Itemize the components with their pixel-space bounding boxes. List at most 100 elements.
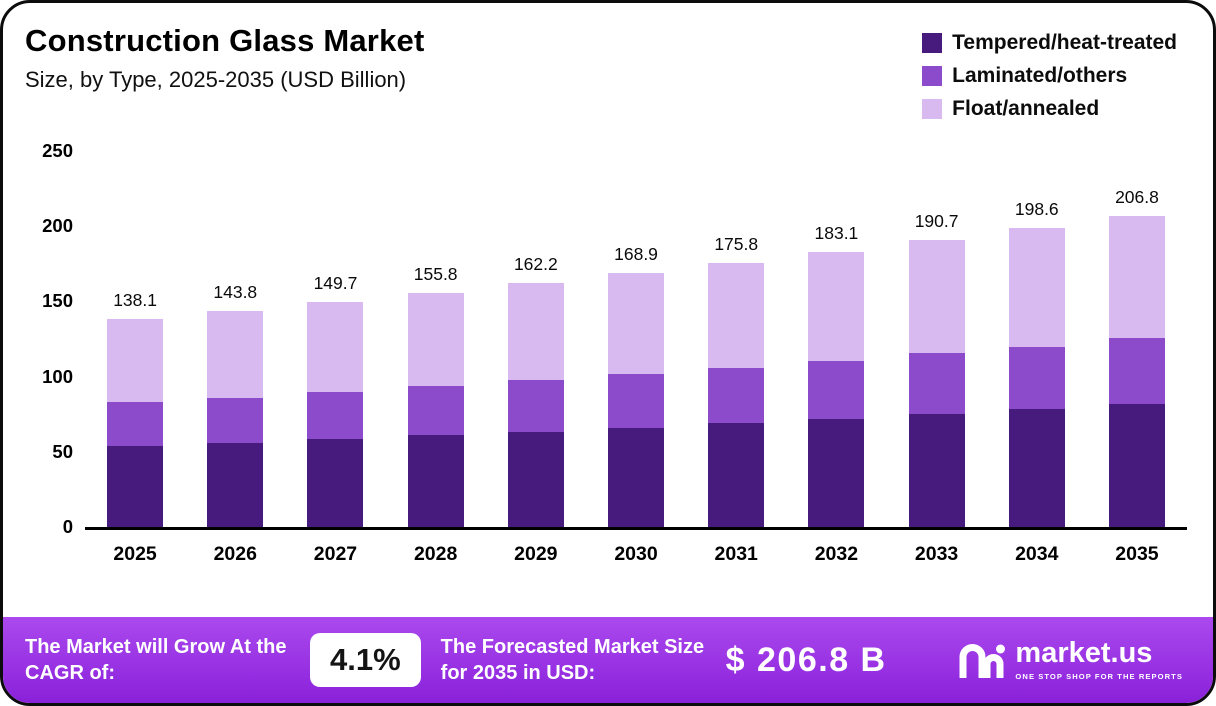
segment-tempered-heat-treated [107,445,164,527]
stacked-bar [307,301,364,527]
bar-total-label: 155.8 [413,263,458,284]
stacked-bar [608,273,665,527]
x-axis-label: 2025 [113,543,157,565]
bar-column: 206.8 [1087,187,1187,527]
segment-tempered-heat-treated [507,431,564,527]
segment-float-annealed [207,310,264,398]
x-axis-labels: 2025 2026 2027 2028 2029 2030 2031 2032 2033 2034… [3,530,1213,566]
x-axis-label: 2032 [814,543,859,565]
x-axis-label: 2029 [514,543,558,565]
bar-total-label: 198.6 [1014,199,1059,220]
page-title: Construction Glass Market [25,23,425,58]
bar-column: 162.2 [486,254,586,527]
segment-tempered-heat-treated [908,414,965,527]
legend-swatch [922,66,943,86]
stacked-bar [708,262,765,527]
segment-tempered-heat-treated [708,423,765,527]
bar-total-label: 168.9 [614,244,658,265]
y-axis-tick: 50 [52,440,73,462]
segment-tempered-heat-treated [1108,403,1165,527]
stacked-bar-chart: 0 50 100 150 200 250 138.1 143.8 149.7 155.8 162.… [3,121,1213,537]
bar-column: 183.1 [786,223,886,527]
bar-total-label: 206.8 [1115,187,1159,208]
forecast-value: $ 206.8 B [725,640,887,679]
bar-total-label: 149.7 [313,272,358,293]
segment-float-annealed [307,301,364,392]
brand-logo: market.us ONE STOP SHOP FOR THE REPORTS [959,639,1183,681]
segment-float-annealed [608,273,665,374]
stacked-bar [1008,228,1065,527]
x-axis-label: 2026 [213,543,257,565]
segment-float-annealed [107,319,164,403]
bar-column: 138.1 [85,290,185,527]
title-block: Construction Glass Market Size, by Type,… [25,23,424,93]
bar-column: 168.9 [586,244,686,527]
forecast-label: The Forecasted Market Size for 2035 in U… [440,636,705,684]
bar-column: 155.8 [386,264,486,527]
legend-swatch [922,99,943,119]
legend-label: Laminated/others [952,64,1128,87]
y-axis-tick: 0 [62,516,73,537]
x-axis-label: 2028 [413,543,458,565]
stacked-bar [207,310,264,527]
segment-float-annealed [407,292,464,386]
segment-tempered-heat-treated [1008,408,1065,527]
y-axis-tick: 100 [42,365,73,387]
marketus-logo-icon [959,644,1006,678]
segment-float-annealed [808,251,865,361]
segment-tempered-heat-treated [307,439,364,527]
bar-total-label: 175.8 [714,233,759,254]
bar-column: 175.8 [686,234,786,527]
segment-float-annealed [1008,228,1065,347]
legend-label: Tempered/heat-treated [952,31,1177,54]
cagr-value-pill: 4.1% [310,633,421,687]
plot-area: 138.1 143.8 149.7 155.8 162.2 168.9 175.8 183.1… [85,154,1187,530]
segment-tempered-heat-treated [207,442,264,527]
segment-float-annealed [908,240,965,354]
x-axis-label: 2030 [614,543,658,565]
bar-column: 143.8 [185,282,285,527]
legend-swatch [922,33,943,53]
segment-tempered-heat-treated [407,435,464,527]
bar-column: 190.7 [887,211,987,527]
brand-text: market.us ONE STOP SHOP FOR THE REPORTS [1015,639,1183,682]
stacked-bar [1108,216,1165,527]
segment-laminated-others [908,353,965,415]
x-axis-label: 2035 [1115,543,1159,565]
brand-tagline: ONE STOP SHOP FOR THE REPORTS [1015,672,1183,681]
stacked-bar [107,319,164,527]
segment-laminated-others [1108,337,1165,404]
segment-laminated-others [307,391,364,439]
legend-item: Tempered/heat-treated [922,31,1177,55]
chart-legend: Tempered/heat-treated Laminated/others Flo… [922,23,1177,121]
legend-item: Laminated/others [922,64,1177,88]
bar-column: 149.7 [285,273,385,527]
header: Construction Glass Market Size, by Type,… [3,3,1213,121]
segment-laminated-others [107,402,164,446]
y-axis-tick: 250 [42,140,73,161]
bar-total-label: 183.1 [814,222,859,243]
segment-tempered-heat-treated [808,418,865,527]
bar-total-label: 162.2 [513,254,558,275]
x-axis-label: 2027 [313,543,358,565]
bar-column: 198.6 [987,199,1087,527]
bar-total-label: 190.7 [914,211,959,232]
y-axis: 0 50 100 150 200 250 [19,140,85,537]
x-axis-label: 2031 [714,543,758,565]
segment-laminated-others [507,379,564,432]
stacked-bar [407,292,464,527]
segment-float-annealed [708,262,765,368]
bar-total-label: 138.1 [113,290,157,311]
x-axis-label: 2034 [1015,543,1059,565]
stacked-bar [507,283,564,527]
x-axis-label: 2033 [914,543,959,565]
bar-total-label: 143.8 [213,281,258,302]
y-axis-tick: 200 [42,215,73,237]
segment-laminated-others [407,385,464,436]
stacked-bar [808,251,865,527]
page-subtitle: Size, by Type, 2025-2035 (USD Billion) [25,67,407,92]
segment-laminated-others [1008,346,1065,409]
segment-laminated-others [207,397,264,443]
legend-label: Float/annealed [952,97,1100,120]
